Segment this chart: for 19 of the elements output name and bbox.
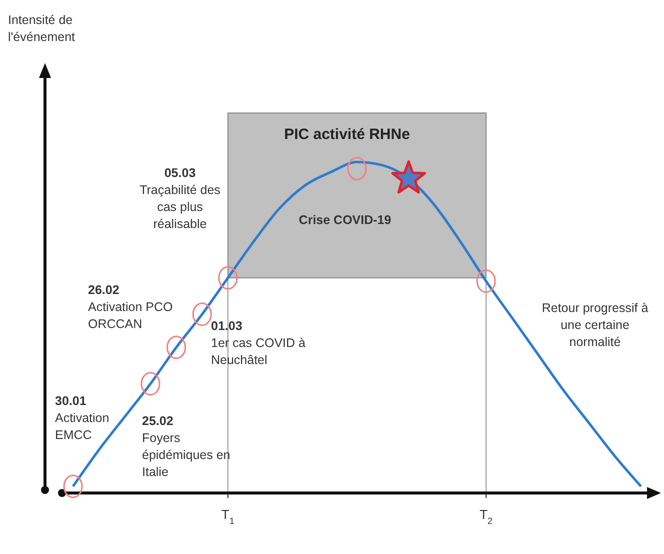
point	[218, 266, 238, 290]
annotation: 26.02 Activation PCO ORCCAN	[88, 283, 174, 331]
point	[63, 474, 83, 498]
point	[192, 302, 212, 326]
x-tick-label: T$_{1}$	[221, 507, 234, 526]
annotation: 30.01 Activation EMCC	[55, 394, 110, 442]
point	[347, 156, 367, 180]
annotation: Crise COVID-19	[298, 213, 392, 227]
annotation: 05.03 Traçabilité des cas plus réalisable	[140, 166, 220, 231]
point	[476, 269, 496, 293]
annotation: Retour progressif à une certaine normalité	[542, 301, 648, 349]
band-label: PIC activité RHNe	[284, 126, 410, 143]
point	[140, 372, 160, 396]
annotation: 01.03 1er cas COVID à Neuchâtel	[211, 319, 306, 367]
point	[166, 336, 186, 360]
point	[391, 160, 426, 194]
text: Intensité de l'événement	[8, 13, 76, 44]
x-tick-label: T$_{2}$	[480, 507, 493, 526]
annotation: 25.02 Foyers épidémiques en Italie	[142, 414, 230, 479]
